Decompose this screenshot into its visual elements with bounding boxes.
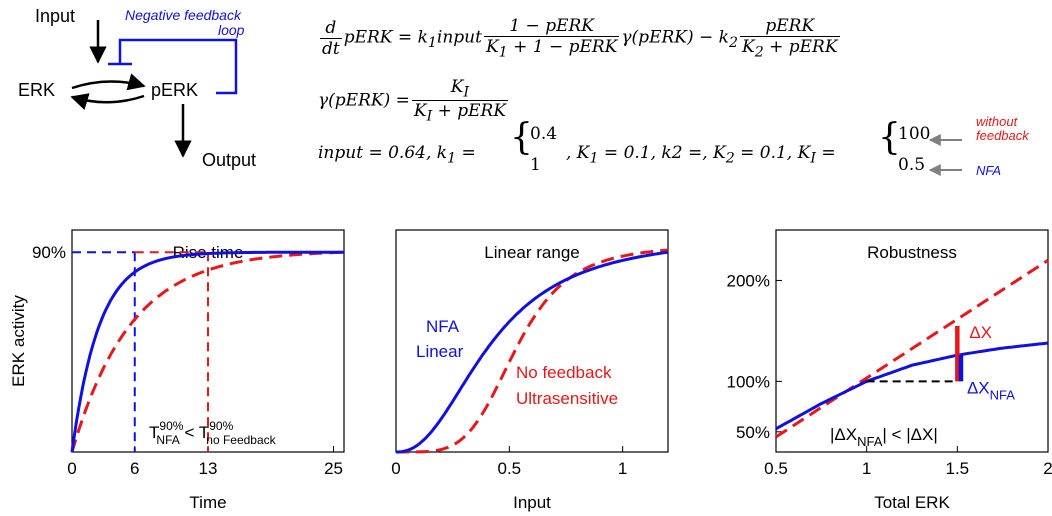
linear-range-title: Linear range bbox=[484, 243, 579, 262]
robustness-title: Robustness bbox=[867, 243, 957, 262]
ki-value-bottom: 0.5 bbox=[898, 155, 926, 175]
pathway-diagram bbox=[70, 20, 238, 158]
robustness-xtick-label: 2 bbox=[1043, 459, 1052, 478]
robustness-xlabel: Total ERK bbox=[874, 493, 950, 512]
k1-value-bottom: 1 bbox=[530, 155, 541, 175]
rise-time-annotation: T90% NFA < T90% no Feedback bbox=[149, 419, 277, 447]
linear-range-chart: Linear range Input 0 0.5 1 NFA Linear No f… bbox=[391, 229, 669, 512]
robustness-ytick-label: 100% bbox=[727, 372, 770, 391]
erk-label: ERK bbox=[18, 80, 56, 100]
robustness-delta-x-label: ΔX bbox=[969, 323, 992, 342]
k1-brace: { bbox=[510, 117, 533, 158]
rise-time-xtick-label: 6 bbox=[130, 459, 139, 478]
linear-range-no-feedback-label: No feedback bbox=[516, 363, 612, 382]
rise-time-chart: Rise time ERK activity Time 90% 0 6 13 25 T… bbox=[9, 229, 345, 512]
linear-range-no-feedback-curve bbox=[396, 248, 669, 454]
rise-time-no-feedback-curve bbox=[70, 250, 345, 453]
robustness-xtick-label: 1 bbox=[862, 459, 871, 478]
linear-range-xtick-label: 1 bbox=[618, 459, 627, 478]
parameter-equation-a: input = 0.64, k1 = bbox=[318, 143, 476, 167]
linear-range-xlabel: Input bbox=[513, 493, 551, 512]
ki-value-top: 100 bbox=[898, 124, 931, 144]
ki-arrows bbox=[928, 134, 962, 176]
activation-fraction: 1 − pERK K1 + 1 − pERK bbox=[483, 16, 620, 61]
k1-value-top: 0.4 bbox=[530, 124, 558, 144]
deactivation-fraction: pERK K2 + pERK bbox=[739, 16, 840, 61]
linear-range-plot-frame bbox=[395, 229, 669, 453]
ki-brace: { bbox=[878, 117, 901, 158]
linear-range-xtick-label: 0 bbox=[391, 459, 400, 478]
ode-equation: d dt pERK = k1input 1 − pERK K1 + 1 − pERK γ(… bbox=[320, 16, 840, 61]
robustness-no-feedback-line bbox=[775, 259, 1049, 439]
feedback-label: Negative feedback bbox=[125, 7, 241, 23]
linear-range-xtick-label: 0.5 bbox=[498, 459, 522, 478]
gamma-fraction: KI KI + pERK bbox=[411, 77, 509, 125]
nfa-annotation: NFA bbox=[976, 163, 1002, 178]
rise-time-xlabel: Time bbox=[189, 493, 226, 512]
robustness-delta-x-nfa-label: ΔXNFA bbox=[967, 378, 1015, 402]
phosphorylation-arrow bbox=[71, 73, 146, 91]
dephosphorylation-arrow bbox=[70, 93, 145, 110]
linear-range-ultrasensitive-label: Ultrasensitive bbox=[516, 389, 618, 408]
derivative-fraction: d dt bbox=[320, 17, 342, 59]
rise-time-nfa-curve bbox=[70, 250, 344, 453]
output-label: Output bbox=[202, 150, 257, 170]
robustness-annotation: |ΔXNFA| < |ΔX| bbox=[830, 425, 938, 449]
perk-label: pERK bbox=[151, 80, 199, 100]
robustness-chart: Robustness Total ERK 0.5 1 1.5 2 50% 100% 200… bbox=[727, 229, 1052, 512]
rise-time-ylabel: ERK activity bbox=[9, 295, 28, 387]
without-feedback-label: without feedback bbox=[976, 114, 1029, 143]
rise-time-xtick-label: 25 bbox=[324, 459, 343, 478]
feedback-label-loop: loop bbox=[218, 22, 245, 38]
robustness-ytick-label: 200% bbox=[727, 271, 770, 290]
parameter-equation-b: , K1 = 0.1, k2 =, K2 = 0.1, KI = bbox=[566, 143, 836, 167]
negative-feedback-loop bbox=[118, 38, 238, 95]
rise-time-ytick-90: 90% bbox=[32, 243, 66, 262]
linear-range-linear-label: Linear bbox=[416, 342, 464, 361]
input-label: Input bbox=[35, 6, 76, 26]
robustness-nfa-curve bbox=[775, 341, 1049, 431]
linear-range-nfa-curve bbox=[396, 250, 669, 454]
robustness-xtick-label: 1.5 bbox=[946, 459, 970, 478]
gamma-equation: γ(pERK) = KI KI + pERK bbox=[318, 77, 509, 125]
linear-range-nfa-label: NFA bbox=[426, 317, 460, 336]
rise-time-xtick-label: 0 bbox=[67, 459, 76, 478]
robustness-plot-frame bbox=[775, 229, 1049, 453]
rise-time-xtick-label: 13 bbox=[199, 459, 218, 478]
robustness-xtick-label: 0.5 bbox=[764, 459, 788, 478]
robustness-ytick-label: 50% bbox=[736, 423, 770, 442]
